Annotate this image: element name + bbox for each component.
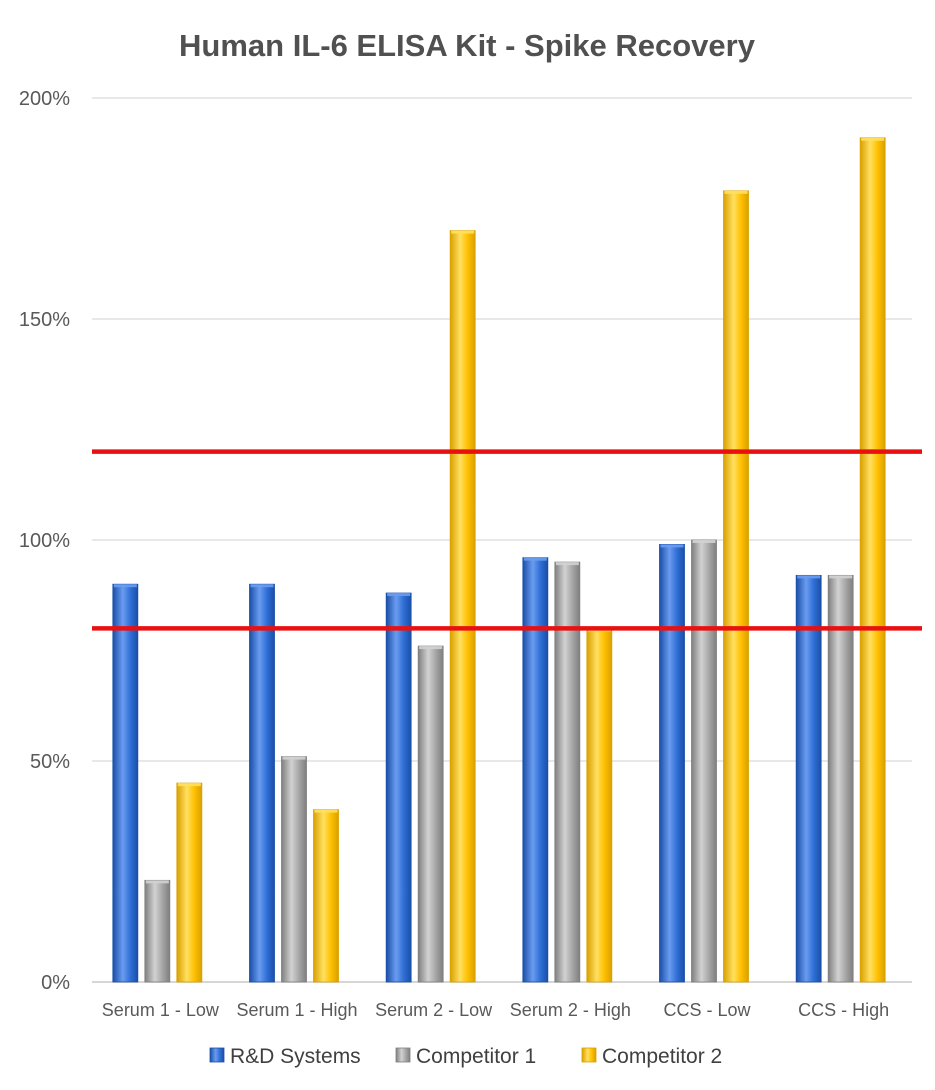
bar-competitor-2 [723,190,749,983]
y-tick-label: 100% [19,530,70,552]
bar-competitor-2 [176,782,203,983]
x-tick-label: Serum 2 - Low [375,1000,493,1020]
x-tick-label: Serum 1 - Low [102,1000,220,1020]
legend-label: R&D Systems [230,1045,361,1068]
x-tick-label: CCS - High [798,1000,889,1020]
y-axis-ticks: 0% 50% 100% 150% 200% [19,88,70,994]
bar-cap [829,575,853,579]
y-tick-label: 200% [19,88,70,110]
bar-competitor-1 [554,561,581,983]
bar-competitor-2 [449,230,476,983]
x-axis: Serum 1 - Low Serum 1 - High Serum 2 - Low… [102,1000,889,1020]
bar-competitor-1 [281,756,307,983]
bar-cap [419,646,443,650]
legend-swatch-randd-systems [209,1047,225,1063]
bar-cap [660,544,684,548]
reference-lines [92,449,922,631]
y-tick-label: 150% [19,309,70,331]
x-tick-label: Serum 1 - High [236,1000,357,1020]
bar-randd-systems [249,583,275,983]
bar-randd-systems [112,583,139,983]
bar-cap [724,190,748,194]
bar-cap [250,584,274,588]
bar-cap [387,593,411,597]
bar-cap [314,809,338,813]
bar-randd-systems [795,574,822,983]
gridlines [92,97,912,983]
bar-cap [177,783,201,787]
x-tick-label: Serum 2 - High [510,1000,631,1020]
x-tick-label: CCS - Low [663,1000,751,1020]
bar-cap [451,230,475,234]
bar-cap [555,562,579,566]
bar-competitor-2 [586,628,613,983]
legend-label: Competitor 2 [602,1045,722,1068]
bar-competitor-1 [827,574,854,983]
legend-swatch-competitor-1 [395,1047,411,1063]
legend: R&D Systems Competitor 1 Competitor 2 [209,1045,722,1068]
bar-competitor-1 [144,879,171,983]
bar-cap [145,880,169,884]
bar-randd-systems [385,592,412,983]
bar-cap [861,137,885,141]
bar-cap [797,575,821,579]
y-tick-label: 0% [41,972,70,994]
bar-cap [282,756,306,760]
bar-randd-systems [659,544,685,983]
bar-cap [113,584,137,588]
bar-competitor-1 [417,645,444,983]
y-tick-label: 50% [30,751,70,773]
bar-randd-systems [522,557,549,983]
legend-label: Competitor 1 [416,1045,536,1068]
bar-competitor-1 [691,539,717,983]
legend-swatch-competitor-2 [581,1047,597,1063]
bars [112,137,886,983]
bar-cap [523,557,547,561]
bar-competitor-2 [313,809,339,983]
bar-competitor-2 [859,137,886,983]
bar-cap [692,540,716,543]
chart-title: Human IL-6 ELISA Kit - Spike Recovery [179,28,756,63]
